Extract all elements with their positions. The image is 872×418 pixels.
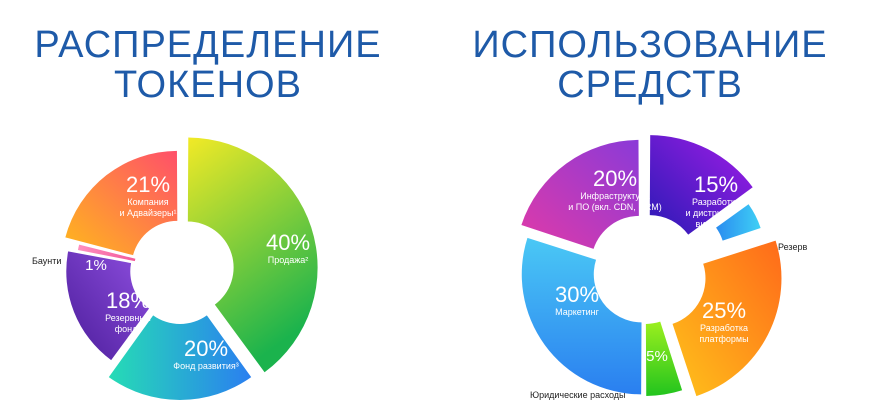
slice-category-label: фонд⁴ — [115, 324, 142, 334]
slice-category-label: и Адвайзеры¹ — [120, 208, 177, 218]
slice-category-label: видео игр — [696, 219, 737, 229]
slice-value-label: 20% — [593, 166, 637, 191]
slice-category-label: Разработка — [700, 323, 748, 333]
slice-category-label: Инфраструктура — [580, 191, 650, 201]
donut-slice — [65, 150, 178, 256]
title-line: РАСПРЕДЕЛЕНИЕ — [34, 24, 382, 66]
token-distribution-donut: 40%Продажа² 20%Фонд развития³ 18%Резервный… — [65, 137, 318, 400]
donut-slice — [108, 315, 252, 400]
slice-category-label: платформы — [699, 334, 748, 344]
slice-value-label: 20% — [184, 336, 228, 361]
slice-category-label: Резервный — [105, 313, 151, 323]
slice-category-label: Продажа² — [268, 255, 309, 265]
donut-slice — [716, 204, 761, 241]
slice-category-label: Компания — [127, 197, 168, 207]
donut-slice — [645, 321, 683, 396]
donut-slice — [521, 237, 642, 395]
donut-slice — [187, 137, 318, 373]
title-line: ТОКЕНОВ — [114, 64, 302, 106]
title-token-distribution: РАСПРЕДЕЛЕНИЕ ТОКЕНОВ — [18, 25, 398, 105]
slice-value-label: 25% — [702, 298, 746, 323]
donut-slice — [77, 244, 136, 262]
slice-category-label: и ПО (вкл. CDN, DRM) — [568, 202, 662, 212]
title-funds-usage: ИСПОЛЬЗОВАНИЕ СРЕДСТВ — [460, 25, 840, 105]
title-line: СРЕДСТВ — [557, 64, 743, 106]
slice-value-label: 30% — [555, 282, 599, 307]
external-label-legal: Юридические расходы — [530, 390, 626, 400]
slice-value-label: 18% — [106, 288, 150, 313]
slice-value-label: 15% — [694, 172, 738, 197]
slice-category-label: Маркетинг — [555, 307, 599, 317]
slice-value-label: 5% — [646, 348, 668, 365]
donut-slice — [649, 135, 753, 235]
slice-value-label: 1% — [85, 257, 107, 274]
slice-category-label: Фонд развития³ — [173, 361, 238, 371]
title-line: ИСПОЛЬЗОВАНИЕ — [472, 24, 828, 66]
slice-value-label: 21% — [126, 172, 170, 197]
slice-category-label: и дистрибуция — [686, 208, 747, 218]
donut-slice — [672, 240, 782, 397]
external-label-reserve: Резерв — [778, 242, 807, 252]
slice-value-label: 40% — [266, 230, 310, 255]
donut-slice — [521, 139, 639, 249]
slice-category-label: Разработка — [692, 197, 740, 207]
external-label-bounty: Баунти — [32, 256, 61, 266]
donut-slice — [66, 251, 150, 361]
